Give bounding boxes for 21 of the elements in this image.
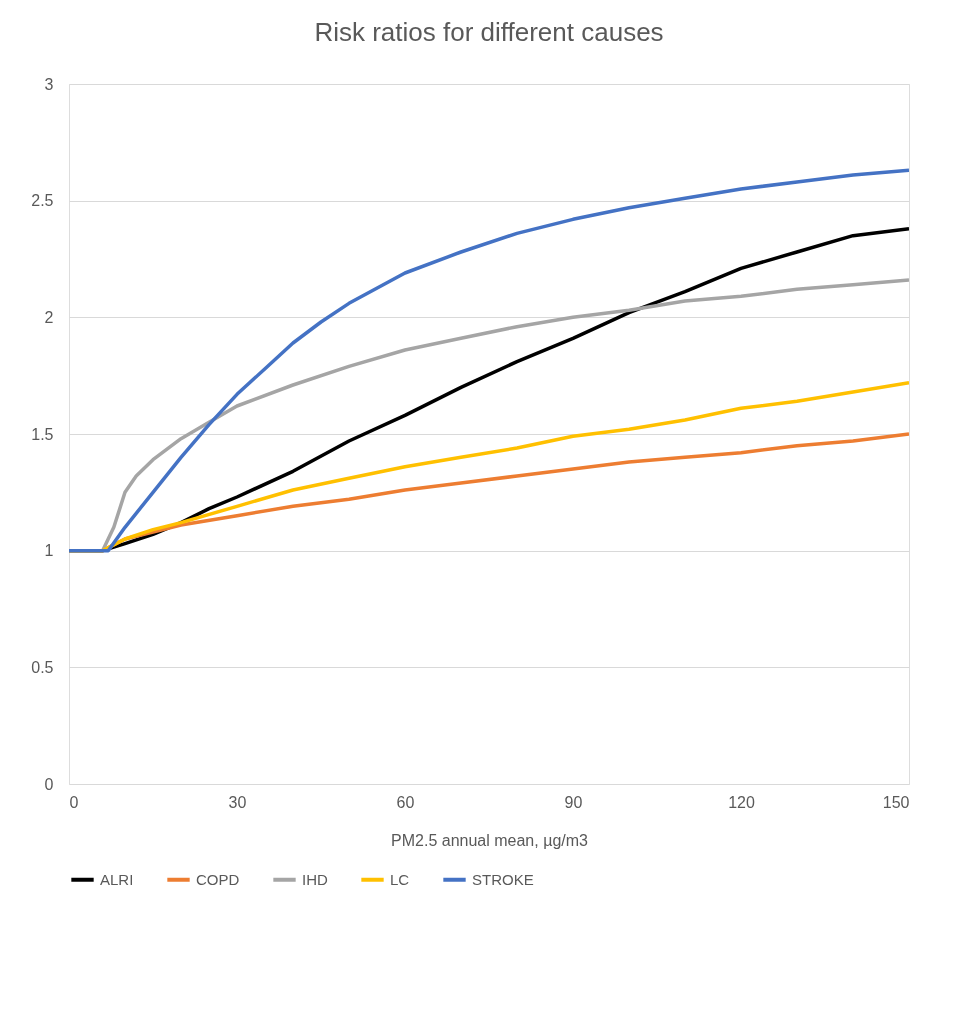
- y-tick-label: 1: [44, 542, 54, 560]
- legend-label: ALRI: [100, 870, 134, 888]
- y-tick-label: 1.5: [31, 425, 54, 443]
- legend-label: IHD: [302, 870, 328, 888]
- y-tick-label: 2: [44, 308, 54, 326]
- y-tick-label: 3: [44, 75, 54, 93]
- x-tick-label: 120: [728, 793, 755, 811]
- x-tick-label: 90: [564, 793, 583, 811]
- x-tick-label: 150: [882, 793, 910, 811]
- line-series: [69, 168, 909, 553]
- legend-label: COPD: [196, 870, 240, 888]
- y-tick-label: 0: [44, 775, 54, 793]
- x-tick-label: 0: [69, 793, 79, 811]
- x-tick-label: 60: [396, 793, 415, 811]
- x-axis-title: PM2.5 annual mean, µg/m3: [391, 831, 589, 849]
- x-tick-label: 30: [228, 793, 247, 811]
- y-tick-label: 2.5: [31, 192, 54, 210]
- legend-label: STROKE: [472, 870, 534, 888]
- chart-title: Risk ratios for different causes: [314, 17, 664, 47]
- y-tick-label: 0.5: [31, 658, 54, 676]
- legend-label: LC: [390, 870, 410, 888]
